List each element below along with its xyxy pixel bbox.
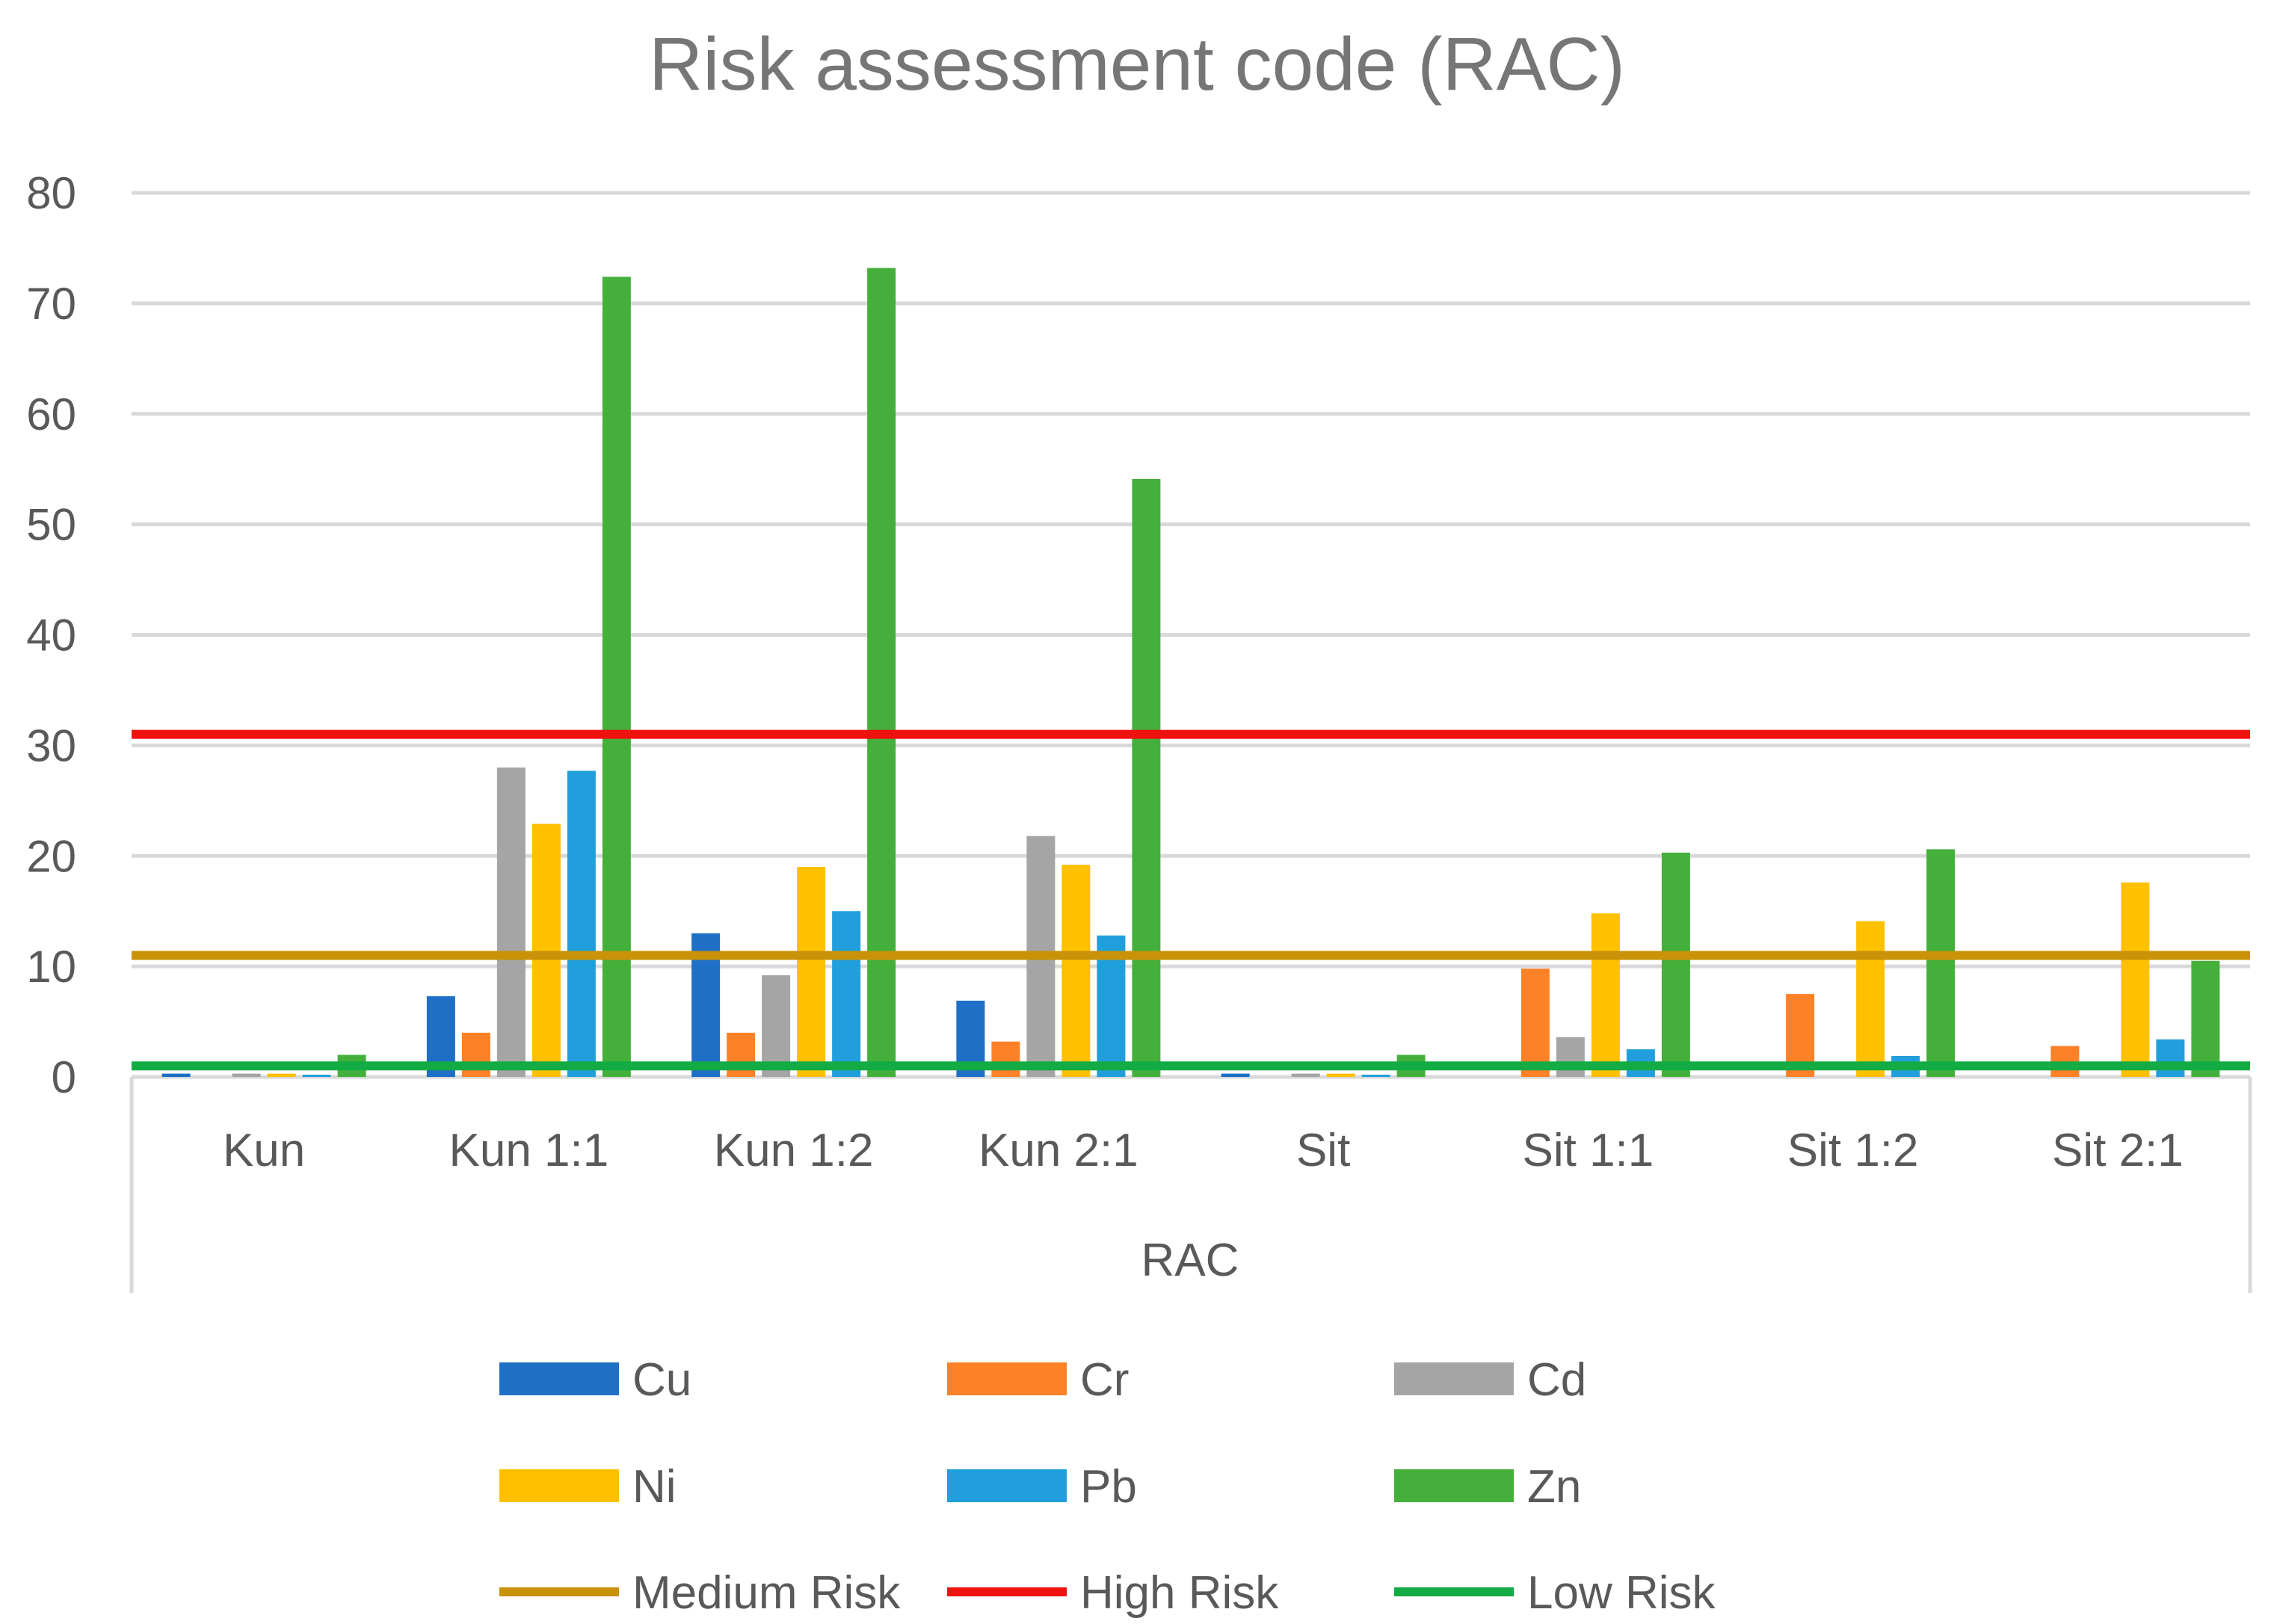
bar-ni-2 bbox=[797, 867, 826, 1077]
bar-cd-0 bbox=[232, 1073, 261, 1077]
bar-ni-7 bbox=[2121, 882, 2150, 1077]
bar-cd-4 bbox=[1291, 1073, 1320, 1077]
bar-cu-0 bbox=[161, 1073, 191, 1077]
y-tick-label: 0 bbox=[52, 1052, 76, 1102]
reference-lines bbox=[132, 729, 2250, 1071]
legend-label: Pb bbox=[1080, 1461, 1137, 1513]
legend-item-low-risk: Low Risk bbox=[1394, 1567, 1716, 1619]
y-tick-label: 70 bbox=[26, 279, 76, 329]
legend-label: Cd bbox=[1527, 1354, 1586, 1406]
y-tick-label: 30 bbox=[26, 720, 76, 771]
legend-item-pb: Pb bbox=[947, 1461, 1137, 1513]
x-axis-title: RAC bbox=[1141, 1235, 1239, 1286]
bar-cd-1 bbox=[496, 767, 526, 1077]
gridlines bbox=[132, 191, 2250, 969]
bar-pb-0 bbox=[302, 1075, 331, 1077]
y-tick-label: 50 bbox=[26, 500, 76, 550]
bar-pb-4 bbox=[1361, 1075, 1390, 1077]
legend-swatch bbox=[499, 1362, 619, 1395]
bar-zn-3 bbox=[1132, 478, 1161, 1077]
bar-pb-1 bbox=[567, 771, 596, 1077]
legend-label: Low Risk bbox=[1527, 1567, 1716, 1619]
legend-label: Zn bbox=[1527, 1461, 1581, 1513]
bar-pb-7 bbox=[2156, 1039, 2185, 1077]
bar-cr-5 bbox=[1520, 969, 1550, 1077]
legend-label: Medium Risk bbox=[632, 1567, 901, 1619]
category-label: Kun 1:2 bbox=[714, 1125, 874, 1176]
legend-item-high-risk: High Risk bbox=[947, 1567, 1279, 1619]
y-tick-label: 20 bbox=[26, 831, 76, 881]
chart-title: Risk assessment code (RAC) bbox=[649, 22, 1625, 106]
bar-cu-4 bbox=[1221, 1073, 1250, 1077]
category-label: Sit bbox=[1296, 1125, 1350, 1176]
bar-ni-6 bbox=[1856, 921, 1885, 1077]
bar-ni-0 bbox=[267, 1073, 296, 1077]
y-axis-ticks: 0 10 20 30 40 50 60 70 80 bbox=[26, 168, 76, 1102]
y-tick-label: 10 bbox=[26, 942, 76, 992]
y-tick-label: 80 bbox=[26, 168, 76, 218]
category-label: Sit 2:1 bbox=[2052, 1125, 2184, 1176]
bar-zn-5 bbox=[1661, 852, 1690, 1077]
bar-pb-2 bbox=[832, 911, 861, 1077]
y-tick-label: 60 bbox=[26, 389, 76, 439]
legend-swatch bbox=[947, 1362, 1067, 1395]
legend-item-medium-risk: Medium Risk bbox=[499, 1567, 901, 1619]
legend: Cu Cr Cd Ni Pb Zn Medium Risk High Risk Low Risk bbox=[499, 1354, 1716, 1619]
legend-item-zn: Zn bbox=[1394, 1461, 1581, 1513]
legend-item-ni: Ni bbox=[499, 1461, 677, 1513]
legend-label: Cu bbox=[632, 1354, 691, 1406]
bar-zn-1 bbox=[602, 277, 631, 1077]
category-label: Kun bbox=[223, 1125, 305, 1176]
bar-ni-5 bbox=[1591, 913, 1620, 1077]
bar-ni-3 bbox=[1061, 865, 1091, 1077]
legend-label: Cr bbox=[1080, 1354, 1129, 1406]
bar-ni-4 bbox=[1326, 1073, 1355, 1077]
bar-cr-3 bbox=[991, 1041, 1020, 1077]
category-label: Kun 2:1 bbox=[979, 1125, 1138, 1176]
bar-zn-7 bbox=[2191, 960, 2220, 1077]
legend-item-cu: Cu bbox=[499, 1354, 691, 1406]
legend-swatch bbox=[499, 1469, 619, 1502]
category-labels: Kun Kun 1:1 Kun 1:2 Kun 2:1 Sit Sit 1:1 Sit 1:… bbox=[223, 1125, 2184, 1176]
legend-swatch bbox=[1394, 1469, 1514, 1502]
category-label: Sit 1:1 bbox=[1522, 1125, 1654, 1176]
bar-ni-1 bbox=[531, 824, 561, 1077]
legend-item-cr: Cr bbox=[947, 1354, 1129, 1406]
bar-zn-2 bbox=[867, 268, 896, 1078]
bar-cd-5 bbox=[1556, 1037, 1585, 1077]
legend-swatch bbox=[947, 1469, 1067, 1502]
legend-item-cd: Cd bbox=[1394, 1354, 1586, 1406]
y-tick-label: 40 bbox=[26, 611, 76, 661]
category-label: Sit 1:2 bbox=[1787, 1125, 1919, 1176]
bar-cd-2 bbox=[762, 975, 791, 1077]
bars bbox=[161, 268, 2220, 1078]
legend-label: Ni bbox=[632, 1461, 677, 1513]
category-label: Kun 1:1 bbox=[449, 1125, 609, 1176]
legend-swatch bbox=[1394, 1362, 1514, 1395]
bar-zn-6 bbox=[1926, 849, 1956, 1077]
legend-label: High Risk bbox=[1080, 1567, 1279, 1619]
